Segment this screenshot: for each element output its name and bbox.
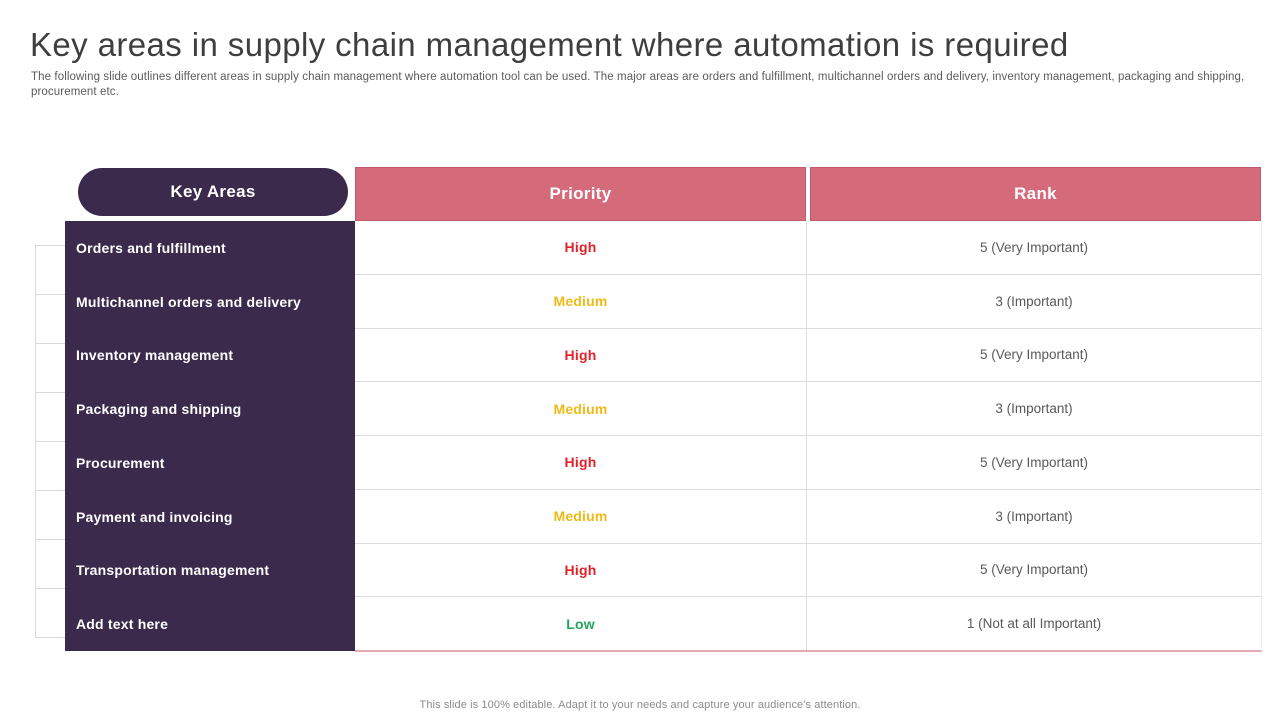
decor-column <box>35 245 66 638</box>
table-row: High 5 (Very Important) <box>355 543 1261 598</box>
page-title: Key areas in supply chain management whe… <box>30 26 1069 63</box>
rank-cell: 3 (Important) <box>995 401 1073 417</box>
header-divider <box>806 167 810 221</box>
table-row: Medium 3 (Important) <box>355 274 1261 329</box>
priority-cell: Low <box>355 597 807 650</box>
key-area-label: Transportation management <box>76 562 270 579</box>
priority-cell: Medium <box>355 382 807 435</box>
rank-cell: 5 (Very Important) <box>979 562 1089 578</box>
key-area-label: Multichannel orders and delivery <box>76 293 302 310</box>
rank-cell: 5 (Very Important) <box>979 347 1089 363</box>
priority-cell: High <box>355 436 807 489</box>
key-area-label: Add text here <box>76 616 169 633</box>
key-areas-header-label: Key Areas <box>170 182 256 201</box>
priority-cell: High <box>355 221 807 274</box>
priority-cell: Medium <box>355 489 807 543</box>
rank-cell: 3 (Important) <box>995 508 1073 524</box>
column-header-rank: Rank <box>810 167 1261 221</box>
decor-cell <box>36 343 66 392</box>
decor-cell <box>36 392 66 441</box>
key-area-label: Payment and invoicing <box>76 508 233 525</box>
key-area-label: Packaging and shipping <box>76 401 242 418</box>
decor-cell <box>36 539 66 588</box>
column-header-priority: Priority <box>355 167 806 221</box>
table-row: High 5 (Very Important) <box>355 328 1261 383</box>
table-row: High 5 (Very Important) <box>355 221 1261 275</box>
decor-cell <box>36 490 66 539</box>
priority-cell: High <box>355 328 807 382</box>
rank-cell: 5 (Very Important) <box>979 454 1089 470</box>
priority-cell: Medium <box>355 274 807 328</box>
key-areas-header-pill: Key Areas <box>78 168 348 216</box>
table-row: Medium 3 (Important) <box>355 382 1261 436</box>
footer-note: This slide is 100% editable. Adapt it to… <box>419 699 861 711</box>
slide-description: The following slide outlines different a… <box>31 71 1245 98</box>
rank-cell: 5 (Very Important) <box>979 239 1089 255</box>
rank-cell: 3 (Important) <box>995 293 1073 309</box>
decor-cell <box>36 441 66 490</box>
decor-cell <box>36 294 66 343</box>
key-area-label: Inventory management <box>76 347 234 364</box>
priority-cell: High <box>355 543 807 597</box>
rank-cell: 1 (Not at all Important) <box>966 616 1102 632</box>
key-areas-panel: Orders and fulfillment Multichannel order… <box>65 221 355 651</box>
key-area-label: Orders and fulfillment <box>76 239 226 256</box>
decor-cell <box>36 588 66 638</box>
table-row: High 5 (Very Important) <box>355 436 1261 490</box>
table-row: Medium 3 (Important) <box>355 489 1261 544</box>
table-row: Low 1 (Not at all Important) <box>355 597 1261 650</box>
decor-cell <box>36 245 66 294</box>
key-area-label: Procurement <box>76 454 165 471</box>
table-header-row: Priority Rank <box>355 167 1261 221</box>
table-body: High 5 (Very Important) Medium 3 (Important… <box>355 221 1262 652</box>
